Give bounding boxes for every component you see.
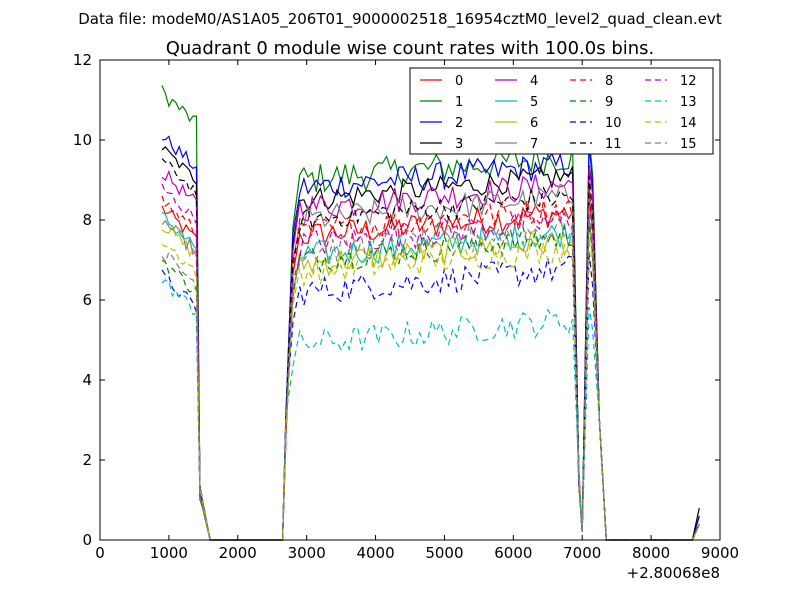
y-tick-label: 6 — [82, 291, 92, 309]
series-line-11 — [161, 158, 700, 541]
series-line-12 — [161, 183, 700, 541]
y-tick-label: 2 — [82, 451, 92, 469]
legend-label-10: 10 — [605, 116, 622, 131]
legend-label-15: 15 — [680, 137, 697, 152]
y-tick-label: 0 — [82, 531, 92, 549]
series-line-14 — [161, 238, 700, 541]
legend-label-9: 9 — [605, 95, 613, 110]
series-line-2 — [161, 135, 700, 541]
x-offset-label: +2.80068e8 — [627, 564, 720, 582]
chart-suptitle: Data file: modeM0/AS1A05_206T01_90000025… — [78, 10, 722, 29]
legend-label-14: 14 — [680, 116, 697, 131]
legend-label-1: 1 — [455, 95, 463, 110]
legend-label-5: 5 — [530, 95, 538, 110]
legend-label-2: 2 — [455, 116, 463, 131]
legend-box — [409, 67, 714, 155]
series-line-7 — [161, 183, 700, 541]
series-line-13 — [161, 279, 700, 541]
x-tick-label: 5000 — [425, 544, 463, 562]
y-tick-label: 4 — [82, 371, 92, 389]
legend-label-8: 8 — [605, 74, 613, 89]
series-line-6 — [161, 218, 700, 541]
x-tick-label: 8000 — [632, 544, 670, 562]
legend-label-6: 6 — [530, 116, 538, 131]
series-line-15 — [161, 205, 700, 541]
legend-label-0: 0 — [455, 74, 463, 89]
legend-label-12: 12 — [680, 74, 697, 89]
legend-label-3: 3 — [455, 137, 463, 152]
legend-label-7: 7 — [530, 137, 538, 152]
series-line-0 — [161, 200, 700, 541]
x-tick-label: 1000 — [150, 544, 188, 562]
chart-title: Quadrant 0 module wise count rates with … — [166, 38, 655, 59]
plot-area: 0 1000 2000 3000 4000 5000 6000 7000 8000 9000 0 2 4… — [73, 51, 739, 562]
series-line-5 — [161, 211, 700, 541]
y-tick-label: 12 — [73, 51, 92, 69]
legend-label-11: 11 — [605, 137, 622, 152]
x-tick-label: 6000 — [494, 544, 532, 562]
x-tick-label: 7000 — [563, 544, 601, 562]
x-tick-label: 3000 — [288, 544, 326, 562]
x-tick-label: 4000 — [356, 544, 394, 562]
series-line-10 — [161, 252, 700, 541]
legend-label-4: 4 — [530, 74, 538, 89]
legend-label-13: 13 — [680, 95, 697, 110]
x-tick-label: 9000 — [701, 544, 739, 562]
series-line-9 — [161, 220, 700, 541]
y-tick-label: 8 — [82, 211, 92, 229]
y-tick-label: 10 — [73, 131, 92, 149]
x-tick-label: 2000 — [219, 544, 257, 562]
x-tick-label: 0 — [95, 544, 105, 562]
